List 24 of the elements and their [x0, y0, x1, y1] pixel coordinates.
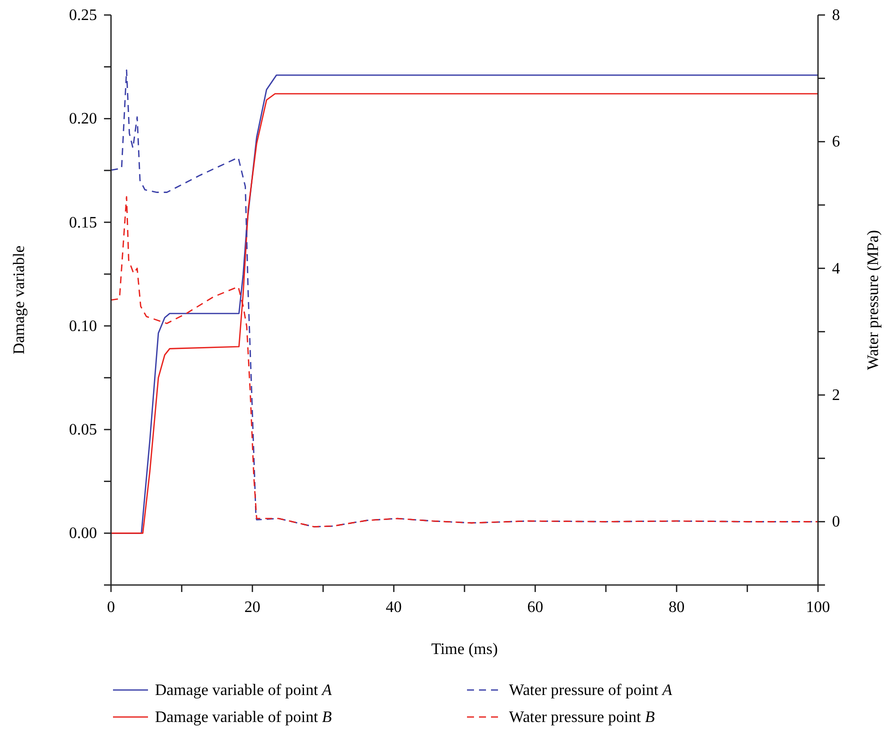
x-tick-label: 80: [668, 599, 685, 616]
y-tick-label: 0.20: [69, 110, 97, 128]
legend-label: Damage variable of point B: [155, 709, 332, 726]
x-tick-label: 0: [107, 599, 115, 616]
legend-label: Water pressure of point A: [509, 682, 672, 699]
y2-axis-title: Water pressure (MPa): [865, 230, 882, 370]
x-tick-label: 20: [244, 599, 260, 616]
y-tick-label: 0.00: [69, 525, 97, 542]
y-axis-title: Damage variable: [11, 246, 28, 354]
y2-tick-label: 0: [832, 514, 840, 531]
x-tick-label: 100: [806, 599, 830, 616]
legend-label: Water pressure point B: [509, 709, 655, 726]
y2-tick-label: 8: [832, 7, 840, 24]
legend-label: Damage variable of point A: [155, 682, 332, 699]
y2-tick-label: 6: [832, 134, 840, 151]
y2-tick-label: 4: [832, 260, 840, 278]
y-tick-label: 0.15: [69, 214, 97, 232]
y-tick-label: 0.05: [69, 422, 97, 439]
x-tick-label: 60: [527, 599, 544, 616]
y-tick-label: 0.25: [69, 7, 97, 24]
y-tick-label: 0.10: [69, 318, 97, 335]
y2-tick-label: 2: [832, 387, 840, 404]
x-axis-title: Time (ms): [431, 641, 498, 658]
x-tick-label: 40: [386, 599, 402, 616]
